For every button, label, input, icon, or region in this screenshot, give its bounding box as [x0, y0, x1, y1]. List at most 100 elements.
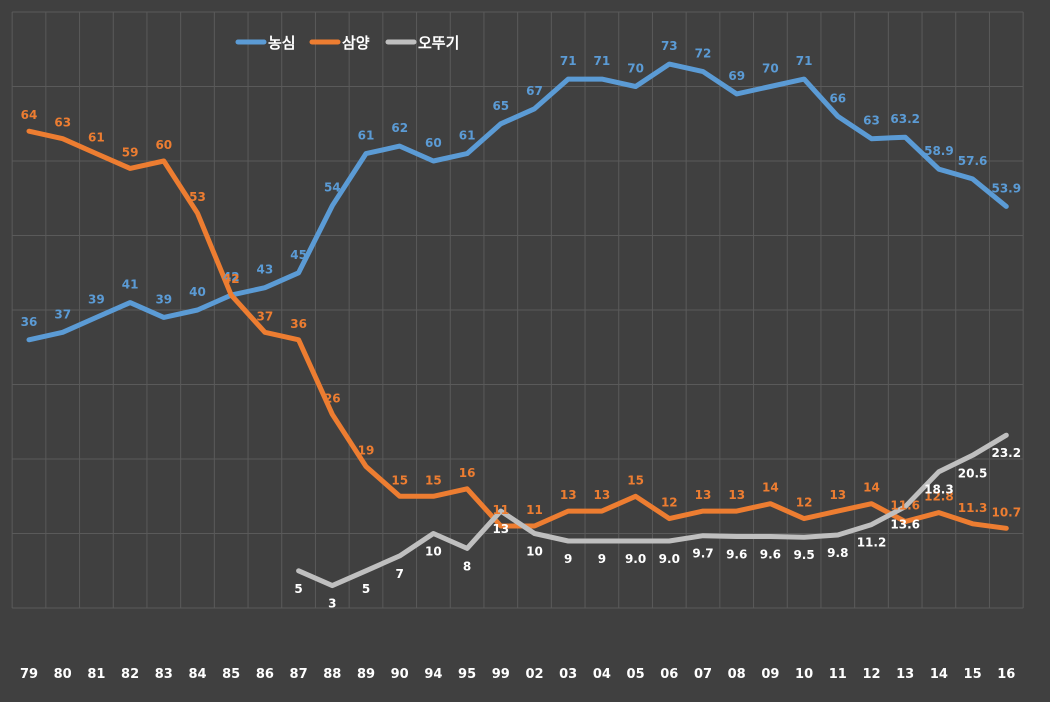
data-label: 71 [560, 54, 577, 68]
data-label: 12 [661, 496, 678, 510]
x-tick-label: 11 [829, 667, 847, 682]
data-label: 45 [290, 248, 307, 262]
data-label: 70 [762, 62, 779, 76]
data-label: 13 [829, 488, 846, 502]
x-tick-label: 86 [256, 667, 274, 682]
data-label: 9.8 [827, 546, 848, 560]
data-label: 19 [358, 443, 375, 457]
data-label: 43 [257, 263, 274, 277]
x-tick-label: 13 [896, 667, 914, 682]
data-label: 60 [155, 138, 172, 152]
x-axis: 79 80 81 82 83 84 85 86 87 88 89 90 94 95 99 02 03 04 05 06… [20, 667, 1015, 682]
x-tick-label: 10 [795, 667, 813, 682]
x-tick-label: 83 [155, 667, 173, 682]
x-tick-label: 08 [728, 667, 746, 682]
x-tick-label: 05 [627, 667, 645, 682]
data-label: 23.2 [991, 446, 1021, 460]
data-label: 65 [492, 99, 509, 113]
x-tick-label: 14 [930, 667, 948, 682]
data-label: 64 [21, 108, 38, 122]
data-label: 10.7 [991, 505, 1021, 519]
data-label: 73 [661, 39, 678, 53]
data-label: 53 [189, 190, 206, 204]
legend-entry: 삼양 [342, 34, 370, 52]
data-label: 11.2 [857, 536, 887, 550]
x-tick-label: 12 [862, 667, 880, 682]
data-label: 14 [762, 481, 779, 495]
data-label: 54 [324, 181, 341, 195]
x-tick-label: 09 [761, 667, 779, 682]
x-tick-label: 16 [997, 667, 1015, 682]
data-label: 53.9 [991, 181, 1021, 195]
data-label: 37 [257, 309, 274, 323]
data-label: 12 [796, 496, 813, 510]
x-tick-label: 99 [492, 667, 510, 682]
data-label: 11 [526, 503, 543, 517]
data-label: 7 [396, 567, 404, 581]
x-tick-label: 95 [458, 667, 476, 682]
data-label: 11 [492, 503, 509, 517]
data-label: 5 [294, 582, 302, 596]
x-tick-label: 87 [290, 667, 308, 682]
x-tick-label: 07 [694, 667, 712, 682]
data-label: 10 [425, 545, 442, 559]
data-label: 11.6 [890, 499, 920, 513]
data-label: 9.0 [659, 552, 680, 566]
series-line [26, 61, 1009, 343]
data-label: 71 [796, 54, 813, 68]
data-label: 10 [526, 545, 543, 559]
data-label: 57.6 [958, 154, 988, 168]
data-label: 37 [54, 307, 71, 321]
grid-lines [11, 11, 1024, 609]
data-label: 60 [425, 136, 442, 150]
data-label: 13 [492, 522, 509, 536]
legend-entry: 오뚜기 [418, 34, 459, 52]
data-label: 58.9 [924, 144, 954, 158]
x-tick-label: 85 [222, 667, 240, 682]
data-label: 9.6 [760, 547, 781, 561]
x-tick-label: 90 [391, 667, 409, 682]
data-label: 36 [290, 317, 307, 331]
x-tick-label: 04 [593, 667, 611, 682]
data-label: 16 [459, 466, 476, 480]
x-tick-label: 02 [525, 667, 543, 682]
x-tick-label: 81 [87, 667, 105, 682]
data-label: 13 [594, 488, 611, 502]
data-label: 39 [155, 292, 172, 306]
data-label: 42 [223, 270, 240, 284]
x-tick-label: 15 [964, 667, 982, 682]
data-label: 63.2 [890, 112, 920, 126]
data-label: 42 [223, 272, 240, 286]
data-label: 63 [863, 114, 880, 128]
data-label: 67 [526, 84, 543, 98]
data-label: 20.5 [958, 466, 988, 480]
data-label: 9.5 [793, 548, 814, 562]
data-label: 12.8 [924, 490, 954, 504]
data-label: 41 [122, 278, 139, 292]
x-tick-label: 03 [559, 667, 577, 682]
data-label: 8 [463, 559, 471, 573]
data-label: 13 [695, 488, 712, 502]
data-label: 18.3 [924, 483, 954, 497]
data-label: 72 [695, 47, 712, 61]
data-label: 11.3 [958, 501, 988, 515]
data-label: 61 [88, 131, 105, 145]
data-label: 70 [627, 62, 644, 76]
data-label: 61 [358, 129, 375, 143]
x-tick-label: 94 [424, 667, 442, 682]
data-label: 63 [54, 116, 71, 130]
x-tick-label: 79 [20, 667, 38, 682]
data-label: 15 [425, 473, 442, 487]
data-label: 59 [122, 145, 139, 159]
data-label: 69 [728, 69, 745, 83]
x-tick-label: 84 [188, 667, 206, 682]
data-label: 71 [594, 54, 611, 68]
data-label: 9.6 [726, 547, 747, 561]
data-label: 9 [564, 552, 572, 566]
series-line [26, 128, 1009, 531]
data-label: 61 [459, 129, 476, 143]
data-label: 39 [88, 292, 105, 306]
